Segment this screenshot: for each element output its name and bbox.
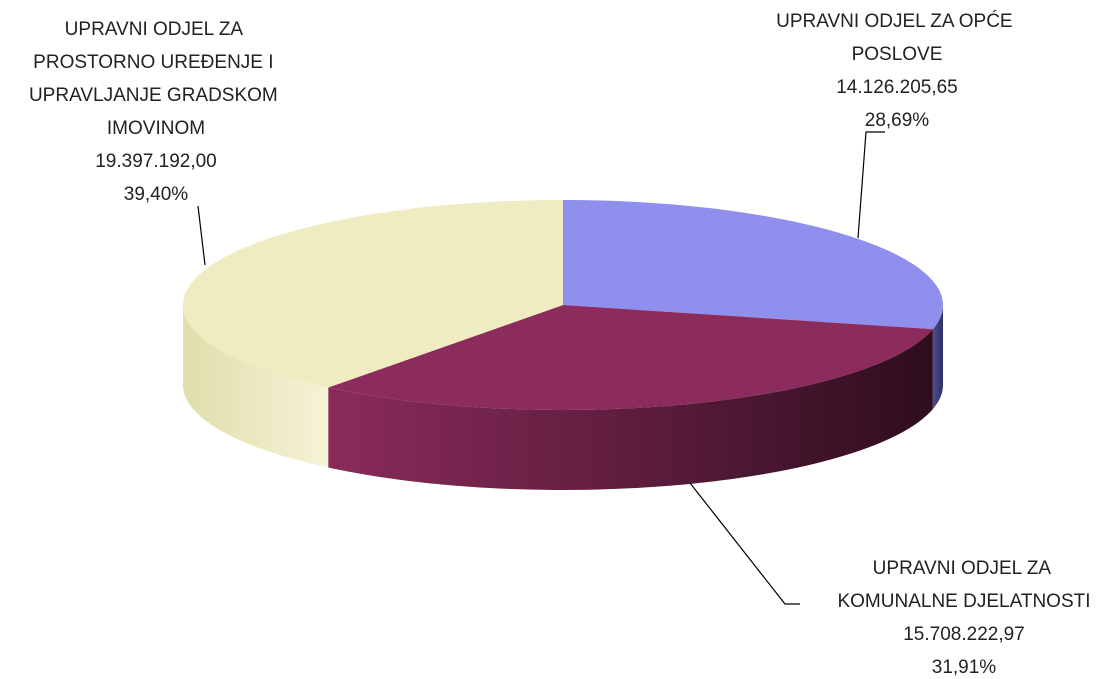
value-label: 19.397.192,00	[95, 151, 217, 172]
labels: UPRAVNI ODJEL ZA OPĆE POSLOVE 14.126.205,…	[29, 10, 1091, 678]
pie-side	[932, 305, 943, 410]
category-label: UPRAVNI ODJEL ZA OPĆE POSLOVE	[776, 10, 1018, 65]
leader-line	[197, 205, 206, 266]
pie-slice	[328, 305, 933, 410]
pie-side	[183, 305, 329, 468]
pie-sides	[183, 305, 943, 490]
value-label: 15.708.222,97	[903, 624, 1025, 645]
percentage-label: 28,69%	[865, 110, 930, 131]
percentage-label: 39,40%	[124, 184, 189, 205]
pie-tops	[183, 200, 943, 410]
leader-line	[689, 482, 800, 605]
category-label: UPRAVNI ODJEL ZA KOMUNALNE DJELATNOSTI	[837, 558, 1090, 612]
value-label: 14.126.205,65	[836, 77, 958, 98]
category-label: UPRAVNI ODJEL ZA PROSTORNO UREĐENJE I UP…	[29, 19, 283, 139]
pie-slice	[183, 200, 563, 388]
percentage-label: 31,91%	[932, 657, 997, 678]
leader-line	[857, 131, 885, 239]
pie-side	[328, 329, 933, 490]
pie-slice	[563, 200, 943, 330]
